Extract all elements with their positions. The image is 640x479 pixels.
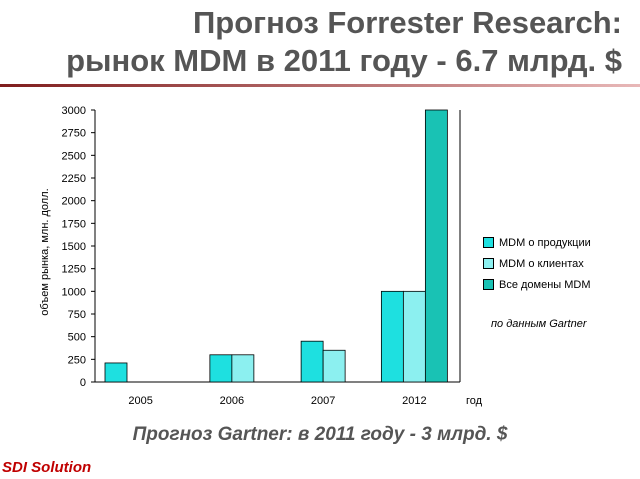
- legend-swatch-product: [483, 237, 494, 248]
- x-tick-label: 2006: [220, 395, 244, 407]
- forecast-note: Прогноз Gartner: в 2011 году - 3 млрд. $: [132, 424, 508, 445]
- y-tick-label: 3000: [62, 105, 86, 117]
- legend-swatch-customer: [483, 258, 494, 269]
- y-tick-label: 1500: [62, 241, 86, 253]
- company-name: SDI Solution: [2, 459, 92, 476]
- source-note: по данным Gartner: [491, 318, 587, 330]
- slide-title-line-2: рынок MDM в 2011 году - 6.7 млрд. $: [66, 43, 622, 78]
- title-rule: [0, 84, 640, 87]
- legend-label-customer: MDM о клиентах: [499, 257, 584, 270]
- y-tick-label: 500: [68, 332, 86, 344]
- slide-title: Прогноз Forrester Research: рынок MDM в …: [12, 4, 622, 80]
- y-tick-label: 250: [68, 354, 86, 366]
- y-tick-label: 1250: [62, 264, 86, 276]
- legend-label-product: MDM о продукции: [499, 236, 591, 249]
- legend-item-product: MDM о продукции: [483, 232, 591, 253]
- y-tick-label: 750: [68, 309, 86, 321]
- slide-title-line-1: Прогноз Forrester Research:: [193, 5, 622, 40]
- y-tick-label: 1750: [62, 218, 86, 230]
- y-tick-label: 2000: [62, 196, 86, 208]
- y-tick-label: 2500: [62, 150, 86, 162]
- legend-item-customer: MDM о клиентах: [483, 253, 591, 274]
- bar-2012-series-1: [380, 290, 404, 383]
- legend-item-all-domains: Все домены MDM: [483, 274, 591, 295]
- x-tick-label: 2005: [128, 395, 152, 407]
- y-tick-label: 1000: [62, 286, 86, 298]
- legend-label-all-domains: Все домены MDM: [499, 278, 591, 291]
- bar-2012-series-2: [402, 290, 426, 383]
- y-tick-label: 2750: [62, 128, 86, 140]
- y-axis-label: объем рынка, млн. долл.: [39, 188, 51, 315]
- legend-swatch-all-domains: [483, 279, 494, 290]
- x-tick-label: 2007: [311, 395, 335, 407]
- x-tick-label: 2012: [402, 395, 426, 407]
- y-tick-label: 2250: [62, 173, 86, 185]
- bar-2007-series-1: [300, 340, 324, 383]
- bar-2006-series-2: [231, 354, 255, 383]
- bar-2007-series-2: [322, 349, 346, 383]
- x-axis-label: год: [466, 395, 483, 407]
- chart-legend: MDM о продукции MDM о клиентах Все домен…: [483, 232, 591, 295]
- bar-2005-series-1: [104, 362, 128, 383]
- bar-2012-series-3: [424, 109, 448, 383]
- bar-2006-series-1: [209, 354, 233, 383]
- y-tick-label: 0: [80, 377, 86, 389]
